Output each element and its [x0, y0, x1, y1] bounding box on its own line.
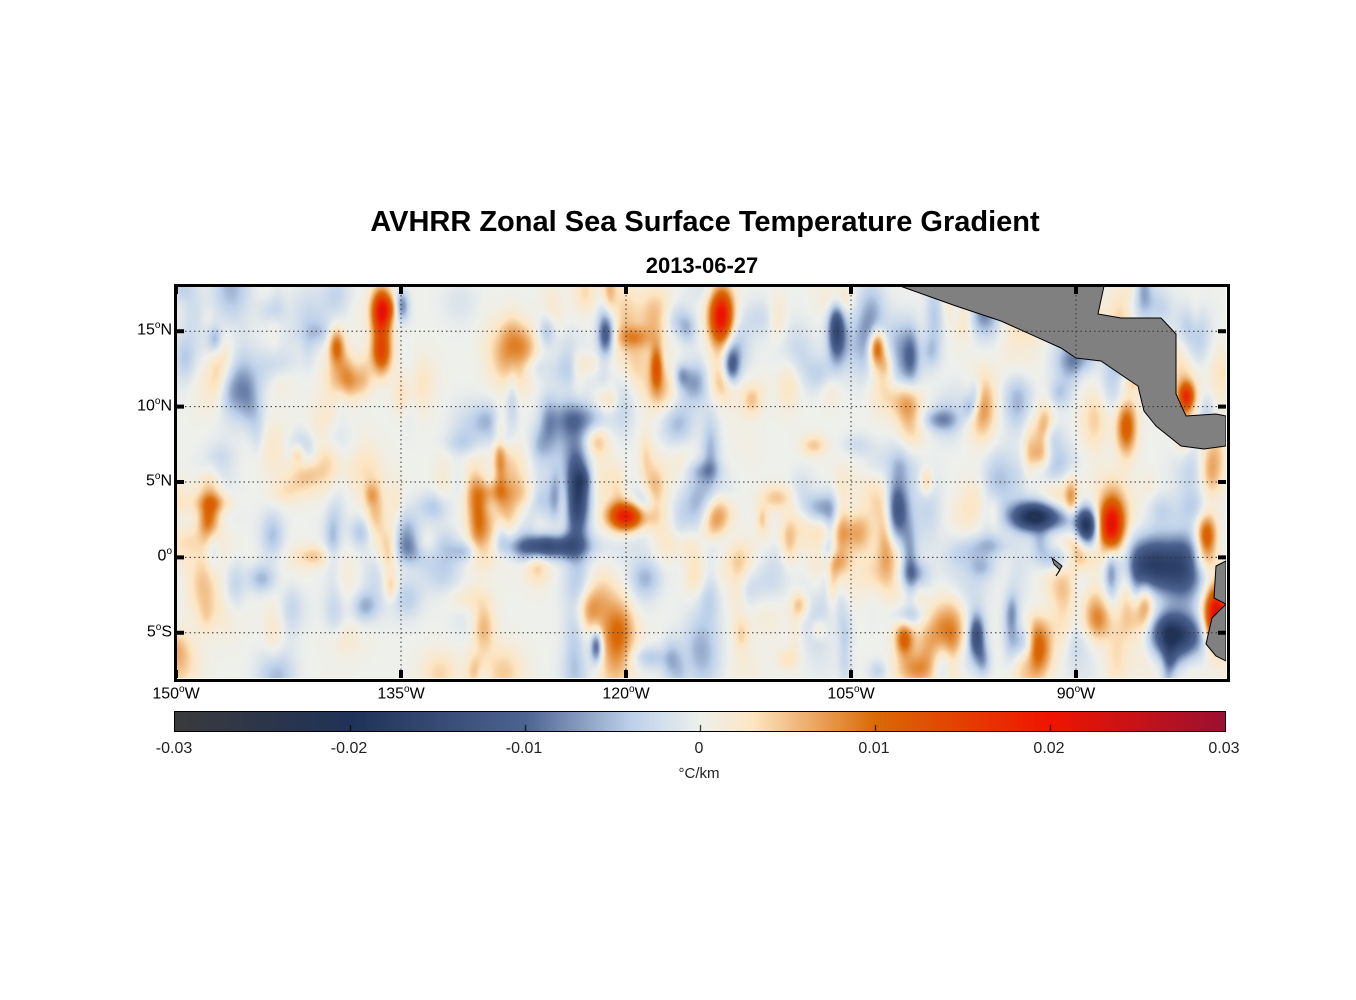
- colorbar-tick-label: -0.01: [505, 740, 543, 757]
- y-tick-label: 5oS: [146, 621, 172, 641]
- colorbar-tick-label: 0.03: [1208, 740, 1240, 757]
- x-tick-label: 150oW: [152, 684, 200, 703]
- colorbar-tick-label: 0.02: [1033, 740, 1065, 757]
- chart-subtitle: 2013-06-27: [645, 253, 759, 278]
- central-america-land: [899, 286, 1226, 450]
- map-overlay: [176, 286, 1226, 678]
- colorbar-tick-label: -0.03: [155, 740, 193, 757]
- y-tick-label: 10oN: [137, 395, 172, 414]
- x-tick-label: 90oW: [1056, 684, 1096, 703]
- sst-gradient-heatmap: [176, 286, 1226, 678]
- y-tick-label: 5oN: [145, 471, 172, 490]
- x-tick-label: 135oW: [377, 684, 425, 703]
- colorbar: [174, 711, 1226, 732]
- south-america-land: [1205, 560, 1226, 662]
- colorbar-tick-label: 0: [694, 740, 704, 757]
- map-frame: [174, 284, 1230, 682]
- x-tick-label: 105oW: [827, 684, 875, 703]
- y-tick-label: 15oN: [137, 320, 172, 339]
- colorbar-label: °C/km: [678, 765, 720, 782]
- y-tick-label: 0o: [157, 546, 172, 565]
- chart-title: AVHRR Zonal Sea Surface Temperature Grad…: [370, 206, 1040, 238]
- galapagos-land: [1050, 556, 1063, 577]
- colorbar-tick-label: -0.02: [330, 740, 368, 757]
- x-tick-label: 120oW: [602, 684, 650, 703]
- colorbar-tick-label: 0.01: [858, 740, 890, 757]
